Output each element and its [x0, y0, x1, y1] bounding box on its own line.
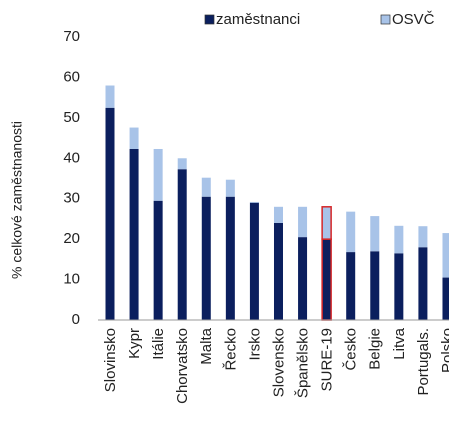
bar-segment	[177, 158, 187, 170]
x-tick-label: Kypr	[126, 328, 143, 359]
y-tick-label: 40	[63, 149, 80, 166]
bar-segment	[298, 206, 308, 238]
y-tick-label: 0	[72, 311, 80, 328]
bar-segment	[249, 202, 259, 320]
y-axis-label: % celkové zaměstnanosti	[9, 121, 25, 279]
y-tick-label: 60	[63, 68, 80, 85]
x-tick-label: Itálie	[150, 328, 167, 360]
bar-segment	[201, 177, 211, 197]
x-tick-label: Španělsko	[295, 328, 312, 398]
bar-segment	[321, 206, 332, 240]
x-tick-label: Slovinsko	[102, 328, 119, 392]
bar-segment	[153, 200, 163, 320]
y-tick-label: 10	[63, 271, 80, 288]
y-tick-label: 20	[63, 230, 80, 247]
x-tick-label: SURE-19	[319, 328, 336, 391]
bar-segment	[105, 85, 115, 108]
y-tick-label: 70	[63, 28, 80, 45]
x-tick-label: Česko	[343, 328, 360, 371]
bar-segment	[418, 226, 428, 248]
bar-segment	[225, 196, 235, 320]
x-tick-label: Litva	[391, 327, 408, 359]
x-tick-label: Slovensko	[270, 328, 287, 397]
legend-label: zaměstnanci	[216, 11, 300, 28]
bar-segment	[153, 148, 163, 201]
x-tick-label: Irsko	[246, 328, 263, 361]
bar-segment	[394, 253, 404, 320]
x-tick-label: Polsko	[439, 328, 449, 373]
x-tick-label: Řecko	[222, 328, 239, 371]
bar-segment	[370, 216, 380, 252]
bar-segment	[394, 225, 404, 254]
bar-segment	[225, 179, 235, 197]
x-tick-label: Chorvatsko	[174, 328, 191, 404]
bar-segment	[298, 237, 308, 320]
bar-segment	[129, 148, 139, 320]
bar-segment	[346, 211, 356, 253]
bar-segment	[273, 206, 283, 223]
bar-segment	[129, 127, 139, 149]
bar-segment	[105, 107, 115, 320]
y-tick-label: 30	[63, 190, 80, 207]
bar-segment	[321, 238, 332, 321]
bar-segment	[442, 277, 449, 320]
legend-label: OSVČ	[392, 11, 435, 28]
bar-segment	[249, 201, 259, 203]
bar-segment	[418, 247, 428, 320]
x-tick-label: Belgie	[367, 328, 384, 370]
bar-segment	[201, 196, 211, 320]
bar-segment	[370, 251, 380, 320]
y-tick-label: 50	[63, 109, 80, 126]
legend-swatch	[380, 14, 391, 25]
x-tick-label: Malta	[198, 327, 215, 364]
bar-segment	[273, 222, 283, 320]
bar-segment	[346, 252, 356, 320]
bar-segment	[442, 233, 449, 278]
legend-swatch	[204, 14, 215, 25]
bar-segment	[177, 169, 187, 320]
x-tick-label: Portugals.	[415, 328, 432, 396]
